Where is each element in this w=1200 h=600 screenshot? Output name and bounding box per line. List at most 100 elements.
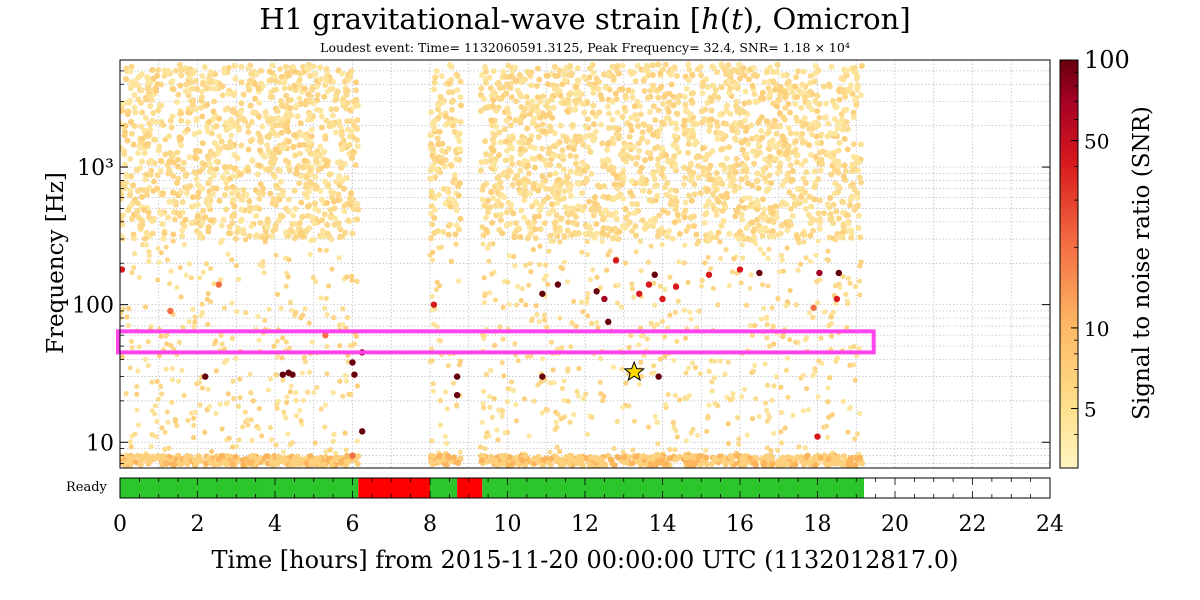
trigger-point	[174, 149, 181, 156]
event-point	[248, 458, 255, 466]
trigger-point	[631, 210, 638, 217]
trigger-point	[816, 225, 823, 232]
trigger-point	[323, 65, 330, 72]
trigger-point	[162, 429, 168, 435]
trigger-point	[211, 172, 218, 179]
trigger-point	[325, 183, 332, 190]
trigger-point	[626, 133, 633, 140]
trigger-point	[278, 129, 285, 136]
trigger-point	[534, 65, 541, 72]
trigger-point	[691, 191, 698, 198]
trigger-point	[552, 73, 559, 80]
trigger-point	[123, 171, 130, 178]
trigger-point	[229, 257, 235, 263]
trigger-point	[764, 407, 770, 413]
trigger-point	[233, 355, 239, 361]
x-tick-label: 4	[268, 512, 282, 537]
trigger-point	[597, 379, 603, 385]
trigger-point	[681, 307, 687, 313]
trigger-point	[155, 66, 162, 73]
trigger-point	[830, 201, 837, 208]
trigger-point	[736, 75, 743, 82]
trigger-point	[217, 401, 223, 407]
trigger-point	[204, 101, 211, 108]
trigger-point	[698, 283, 705, 289]
trigger-point	[593, 230, 600, 237]
trigger-point	[720, 456, 727, 463]
trigger-point	[736, 436, 742, 442]
trigger-point	[350, 98, 357, 105]
trigger-point	[686, 392, 693, 399]
trigger-point	[697, 461, 704, 468]
trigger-point	[607, 456, 614, 463]
trigger-point	[510, 210, 517, 217]
trigger-point	[668, 119, 675, 126]
trigger-point	[574, 77, 581, 84]
trigger-point	[483, 371, 489, 377]
trigger-point	[229, 335, 236, 342]
trigger-point	[427, 167, 434, 174]
trigger-point	[741, 117, 748, 124]
trigger-point	[332, 97, 339, 104]
trigger-point	[767, 89, 774, 96]
trigger-point	[479, 72, 486, 79]
trigger-point	[199, 185, 206, 192]
trigger-point	[651, 280, 657, 286]
trigger-point	[547, 449, 553, 455]
trigger-point	[644, 63, 651, 70]
trigger-point	[732, 169, 739, 176]
trigger-point	[524, 162, 531, 169]
trigger-point	[570, 146, 577, 153]
trigger-point	[336, 118, 343, 125]
trigger-point	[733, 207, 740, 214]
trigger-point	[662, 61, 669, 68]
trigger-point	[803, 454, 810, 461]
event-point	[539, 290, 546, 297]
trigger-point	[213, 185, 220, 192]
trigger-point	[689, 133, 696, 140]
trigger-point	[660, 100, 667, 107]
trigger-point	[481, 388, 487, 395]
trigger-point	[855, 225, 862, 232]
trigger-point	[566, 205, 573, 212]
trigger-point	[318, 406, 324, 412]
trigger-point	[557, 456, 564, 463]
trigger-point	[619, 195, 626, 202]
trigger-point	[212, 71, 219, 78]
trigger-point	[265, 147, 272, 154]
trigger-point	[312, 278, 319, 285]
trigger-point	[150, 75, 157, 82]
trigger-point	[564, 227, 571, 234]
trigger-point	[484, 458, 491, 465]
trigger-point	[130, 235, 137, 242]
trigger-point	[644, 336, 650, 342]
trigger-point	[256, 337, 262, 343]
trigger-point	[307, 98, 314, 105]
trigger-point	[695, 162, 702, 169]
trigger-point	[272, 155, 279, 162]
trigger-point	[854, 194, 861, 201]
trigger-point	[524, 125, 531, 132]
trigger-point	[282, 157, 289, 164]
trigger-point	[620, 155, 627, 162]
trigger-point	[748, 135, 755, 142]
trigger-point	[522, 76, 529, 83]
trigger-point	[338, 70, 345, 77]
trigger-point	[515, 461, 522, 468]
trigger-point	[267, 190, 274, 197]
trigger-point	[223, 179, 230, 186]
trigger-point	[147, 126, 154, 133]
trigger-point	[723, 246, 729, 253]
trigger-point	[330, 438, 336, 444]
trigger-point	[657, 70, 664, 77]
trigger-point	[174, 423, 180, 429]
trigger-point	[818, 156, 825, 163]
trigger-point	[568, 344, 574, 350]
trigger-point	[594, 274, 600, 280]
trigger-point	[239, 196, 246, 203]
trigger-point	[565, 398, 571, 404]
trigger-point	[207, 217, 214, 224]
trigger-point	[710, 191, 717, 198]
trigger-point	[144, 191, 151, 198]
trigger-point	[635, 123, 642, 130]
